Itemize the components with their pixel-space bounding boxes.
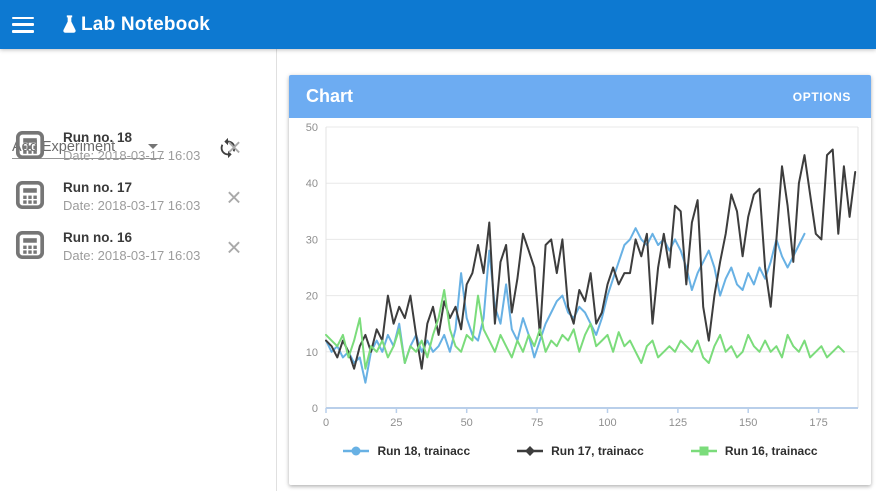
legend-label: Run 17, trainacc: [551, 444, 644, 458]
svg-text:25: 25: [390, 417, 402, 429]
legend-marker-square-icon: [690, 446, 717, 456]
calculator-icon: [15, 180, 45, 210]
chart-legend: Run 18, trainacc Run 17, trainacc Run 16, …: [289, 444, 871, 458]
remove-experiment-button[interactable]: ×: [221, 132, 247, 162]
grid-lines: [325, 126, 859, 409]
calculator-icon: [15, 130, 45, 160]
experiment-title: Run no. 18: [63, 130, 133, 145]
legend-item-1[interactable]: Run 17, trainacc: [516, 444, 644, 458]
calculator-icon: [15, 230, 45, 260]
svg-text:40: 40: [306, 178, 318, 190]
svg-text:150: 150: [739, 417, 757, 429]
flask-icon: [63, 14, 76, 33]
chart-plot-area: 0 10 20 30 40 50 0 25 50 75 100 125 150 175: [289, 118, 871, 430]
refresh-button[interactable]: [215, 136, 241, 162]
svg-text:20: 20: [306, 291, 318, 303]
svg-text:50: 50: [461, 417, 473, 429]
y-axis-labels: 0 10 20 30 40 50: [306, 122, 318, 415]
close-icon: ×: [226, 232, 242, 262]
list-item[interactable]: Run no. 18 Date: 2018-03-17 16:03 ×: [0, 128, 260, 174]
legend-label: Run 16, trainacc: [724, 444, 818, 458]
svg-text:0: 0: [323, 417, 329, 429]
list-item[interactable]: Run no. 17 Date: 2018-03-17 16:03 ×: [0, 178, 260, 224]
legend-marker-circle-icon: [343, 446, 370, 456]
remove-experiment-button[interactable]: ×: [221, 182, 247, 212]
sync-icon: [220, 137, 236, 158]
x-axis: 0 25 50 75 100 125 150 175: [323, 407, 858, 429]
series-line-0: [325, 227, 806, 384]
svg-text:175: 175: [809, 417, 827, 429]
experiment-date: Date: 2018-03-17 16:03: [63, 148, 201, 163]
remove-experiment-button[interactable]: ×: [221, 232, 247, 262]
svg-text:75: 75: [531, 417, 543, 429]
svg-text:10: 10: [306, 347, 318, 359]
svg-text:50: 50: [306, 122, 318, 134]
legend-marker-diamond-icon: [517, 446, 544, 456]
experiment-title: Run no. 17: [63, 180, 133, 195]
series-line-2: [325, 289, 845, 370]
brand: Lab Notebook: [58, 12, 210, 38]
legend-item-0[interactable]: Run 18, trainacc: [342, 444, 470, 458]
chart-svg: 0 10 20 30 40 50 0 25 50 75 100 125 150 175: [306, 122, 859, 429]
top-app-bar: Lab Notebook: [0, 0, 876, 49]
app-title: Lab Notebook: [81, 13, 211, 35]
add-experiment-label: Add Experiment: [12, 138, 116, 155]
chart-card: Chart OPTIONS 0 10 20 30 40 50 0 25 50 75 100 125 15…: [289, 75, 871, 485]
chevron-down-icon: [148, 144, 158, 149]
experiment-title: Run no. 16: [63, 230, 133, 245]
svg-text:100: 100: [598, 417, 616, 429]
hamburger-icon: [12, 16, 34, 20]
options-button[interactable]: OPTIONS: [792, 89, 851, 104]
svg-text:30: 30: [306, 234, 318, 246]
legend-label: Run 18, trainacc: [377, 444, 471, 458]
legend-item-2[interactable]: Run 16, trainacc: [690, 444, 818, 458]
svg-text:125: 125: [669, 417, 687, 429]
chart-header: Chart OPTIONS: [289, 75, 871, 118]
experiment-date: Date: 2018-03-17 16:03: [63, 198, 201, 213]
close-icon: ×: [226, 132, 242, 162]
add-experiment-select[interactable]: Add Experiment: [12, 135, 164, 159]
experiment-date: Date: 2018-03-17 16:03: [63, 248, 201, 263]
close-icon: ×: [226, 182, 242, 212]
menu-button[interactable]: [12, 16, 34, 33]
series-line-1: [325, 148, 857, 370]
sidebar: Add Experiment Run no. 18 Date: 2018-03-…: [0, 49, 277, 491]
chart-title: Chart: [306, 86, 354, 106]
list-item[interactable]: Run no. 16 Date: 2018-03-17 16:03 ×: [0, 228, 260, 274]
svg-text:0: 0: [312, 403, 318, 415]
